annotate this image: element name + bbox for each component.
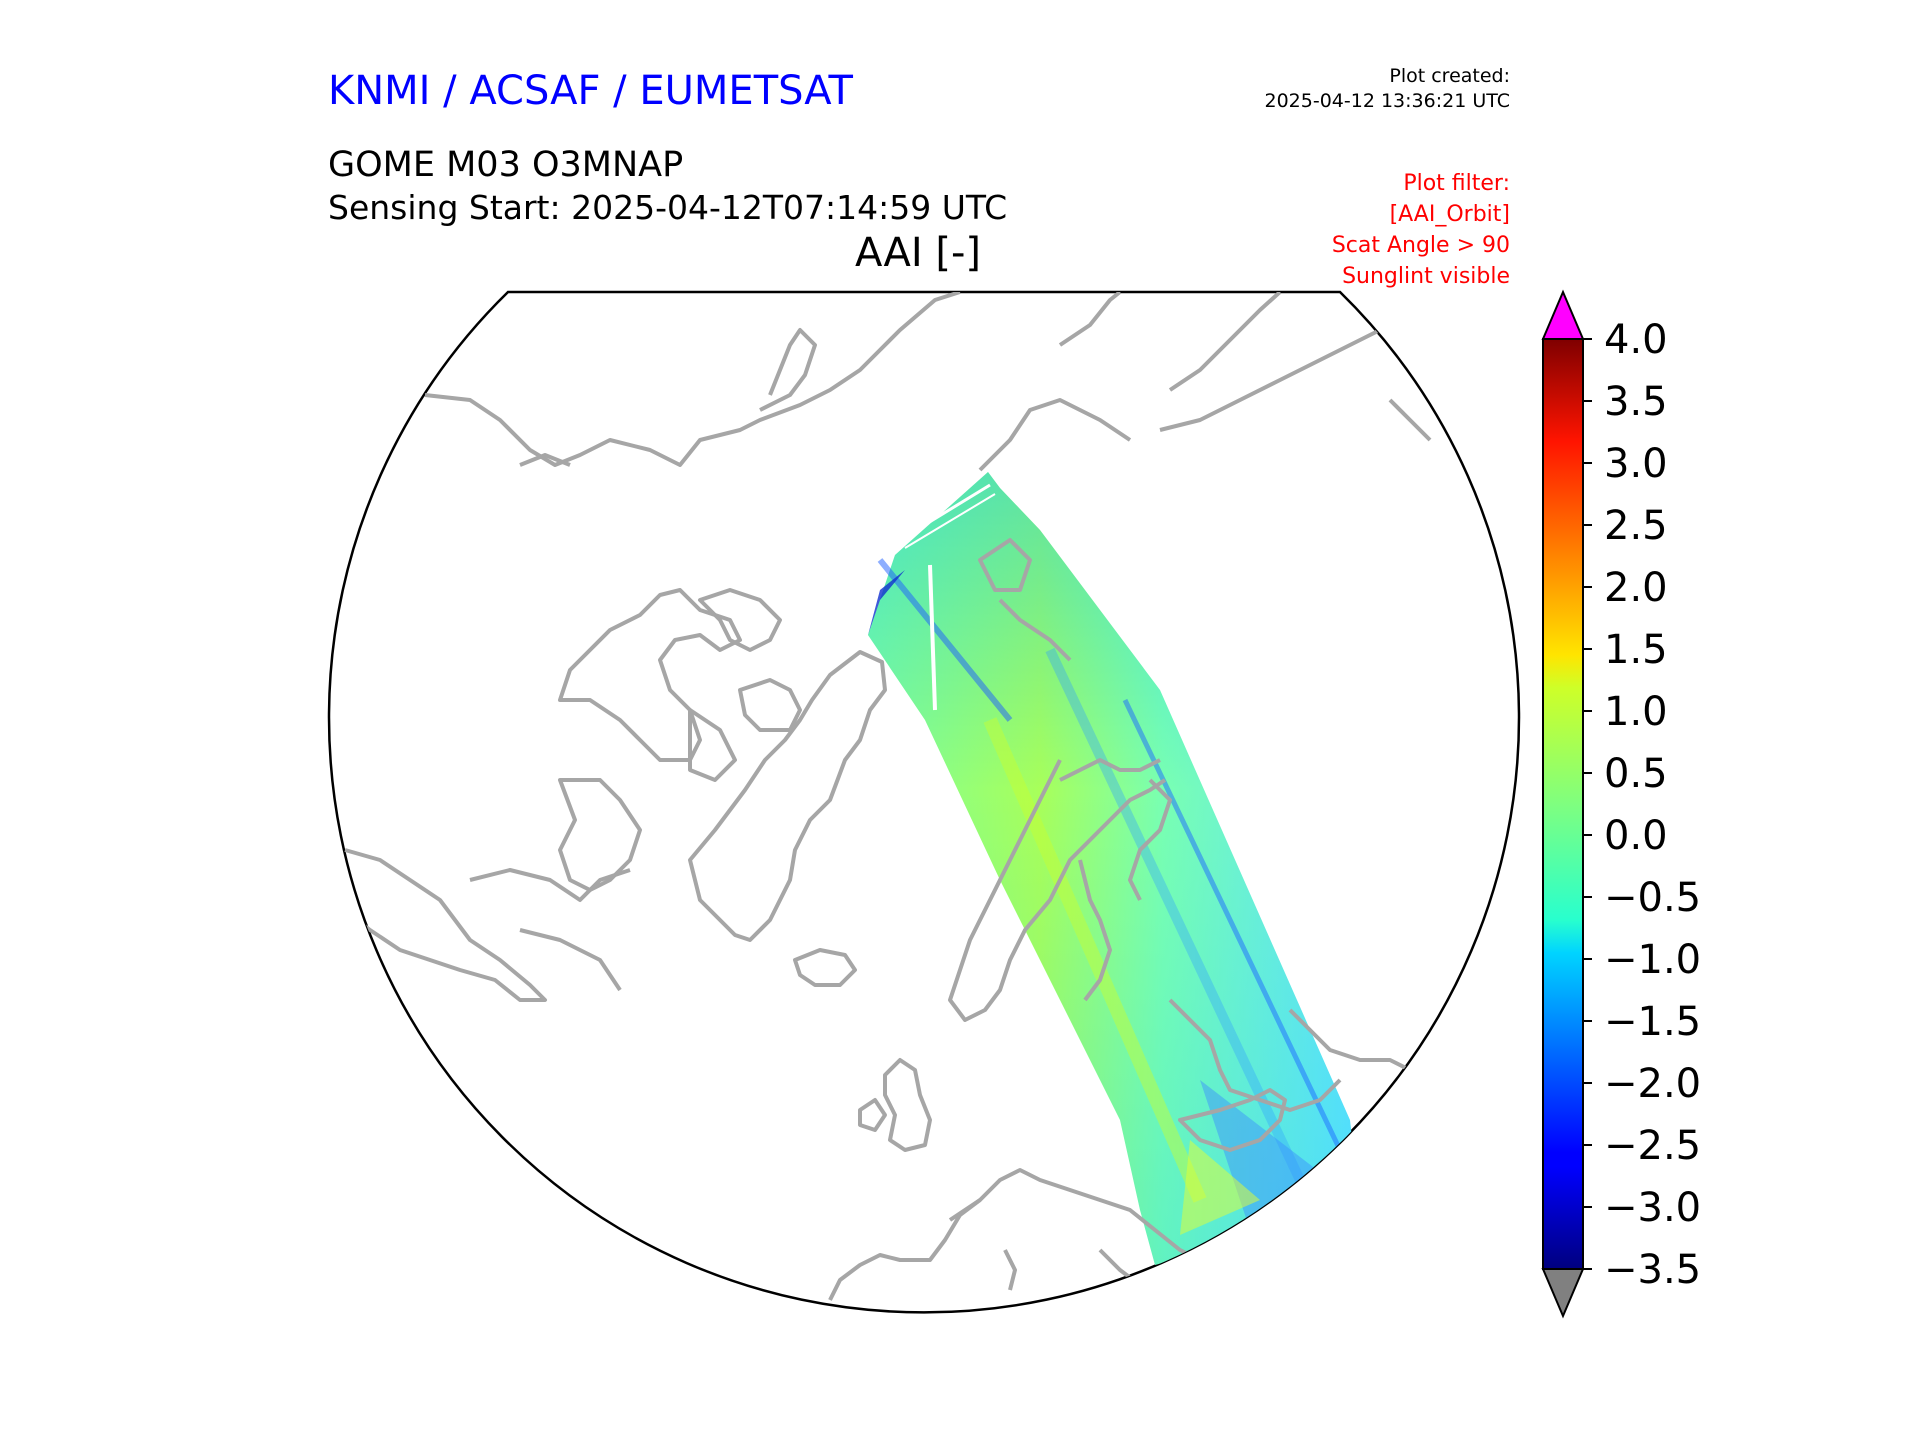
colorbar-tick-label: −2.5 xyxy=(1604,1123,1701,1169)
europe-coast xyxy=(948,1168,1201,1262)
colorbar-under-extend xyxy=(1541,1268,1585,1319)
north-america-west-coast xyxy=(343,848,547,1002)
filter-line: Plot filter: xyxy=(1403,171,1510,196)
colorbar-tick-label: −0.5 xyxy=(1604,875,1701,921)
arctic-islands-coast xyxy=(558,588,742,762)
aai-swath xyxy=(868,472,1360,1265)
colorbar-tick-label: −1.0 xyxy=(1604,937,1701,983)
siberia-coast xyxy=(424,292,961,467)
colorbar-tick-label: 1.0 xyxy=(1604,689,1668,735)
colorbar-tick-label: −3.0 xyxy=(1604,1185,1701,1231)
filter-line: Scat Angle > 90 xyxy=(1331,233,1510,258)
british-isles-coast xyxy=(883,1058,932,1152)
coastlines xyxy=(343,292,1432,1302)
organization-title: KNMI / ACSAF / EUMETSAT xyxy=(328,68,853,114)
colorbar-tick-label: 2.0 xyxy=(1604,565,1668,611)
plot-created-label: Plot created: xyxy=(1389,65,1510,87)
product-title: GOME M03 O3MNAP xyxy=(328,145,684,185)
map-content xyxy=(343,292,1432,1302)
plot-created-info: Plot created: 2025-04-12 13:36:21 UTC xyxy=(1265,64,1511,114)
colorbar-tick-label: −3.5 xyxy=(1604,1247,1701,1293)
plot-filter-info: Plot filter: [AAI_Orbit] Scat Angle > 90… xyxy=(1332,168,1510,292)
hudson-bay-coast xyxy=(558,778,642,892)
colorbar-tick-label: 0.0 xyxy=(1604,813,1668,859)
colorbar-gradient xyxy=(1543,339,1583,1269)
greenland-coast xyxy=(688,650,887,942)
colorbar-tick-label: 0.5 xyxy=(1604,751,1668,797)
iceland-coast xyxy=(793,948,857,987)
map-title: AAI [-] xyxy=(855,230,981,276)
map-boundary xyxy=(327,290,1521,1314)
colorbar-tick-label: 3.5 xyxy=(1604,379,1668,425)
colorbar: 4.0 3.5 3.0 2.5 2.0 1.5 1.0 0.5 0.0 −0.5 −1.0 −1.5 −… xyxy=(1541,289,1701,1319)
colorbar-tick-label: 1.5 xyxy=(1604,627,1668,673)
filter-line: Sunglint visible xyxy=(1342,264,1510,289)
colorbar-over-extend xyxy=(1541,289,1585,340)
colorbar-tick-label: −1.5 xyxy=(1604,999,1701,1045)
colorbar-tick-label: 3.0 xyxy=(1604,441,1668,487)
filter-line: [AAI_Orbit] xyxy=(1389,202,1510,227)
colorbar-tick-label: −2.0 xyxy=(1604,1061,1701,1107)
sensing-start: Sensing Start: 2025-04-12T07:14:59 UTC xyxy=(328,188,1008,227)
colorbar-tick-label: 2.5 xyxy=(1604,503,1668,549)
scandinavia-coast xyxy=(948,759,1167,1022)
plot-created-time: 2025-04-12 13:36:21 UTC xyxy=(1264,90,1511,112)
colorbar-tick-label: 4.0 xyxy=(1604,317,1668,363)
